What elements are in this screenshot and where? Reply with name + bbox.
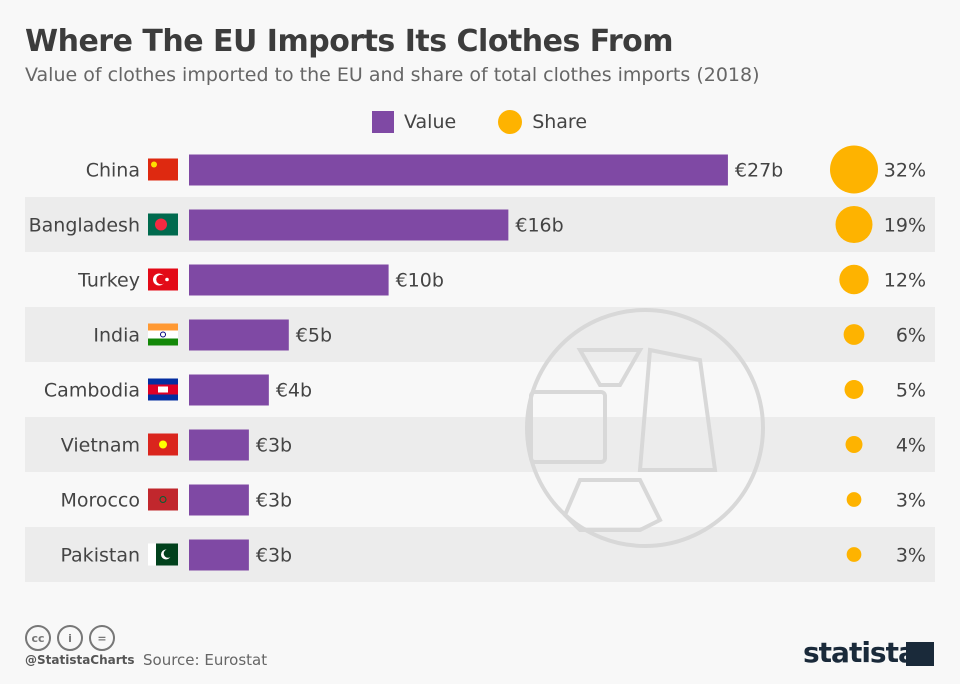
- legend-share-label: Share: [532, 111, 588, 133]
- share-label: 6%: [896, 325, 926, 347]
- value-label: €5b: [296, 325, 332, 347]
- share-bubble: [846, 547, 862, 562]
- category-label: Bangladesh: [29, 215, 140, 237]
- turkey-flag-icon: [148, 268, 178, 291]
- value-bar: [189, 319, 289, 351]
- share-label: 32%: [884, 160, 926, 182]
- no-derivatives-icon: =: [89, 625, 115, 651]
- share-bubble: [846, 492, 862, 507]
- value-bar: [189, 374, 269, 406]
- share-bubble: [835, 206, 873, 243]
- vietnam-flag-icon: [148, 433, 178, 456]
- category-label: Turkey: [77, 270, 140, 292]
- value-label: €3b: [256, 545, 292, 567]
- share-bubble: [839, 264, 869, 295]
- bangladesh-flag-icon: [148, 213, 178, 236]
- attribution-icon: i: [57, 625, 83, 651]
- share-label: 3%: [896, 490, 926, 512]
- clothes-watermark-icon: [525, 308, 765, 548]
- pakistan-flag-icon: [148, 543, 178, 566]
- category-label: China: [86, 160, 140, 182]
- value-bar: [189, 264, 389, 296]
- twitter-handle: @StatistaCharts: [25, 653, 135, 667]
- share-label: 19%: [884, 215, 926, 237]
- value-label: €3b: [256, 435, 292, 457]
- morocco-flag-icon: [148, 488, 178, 511]
- value-label: €16b: [515, 215, 563, 237]
- value-bar: [189, 539, 249, 571]
- value-bar: [189, 209, 509, 241]
- value-label: €4b: [276, 380, 312, 402]
- license-icons: cc i =: [25, 625, 115, 651]
- share-label: 3%: [896, 545, 926, 567]
- category-label: Morocco: [60, 490, 140, 512]
- value-bar: [189, 154, 728, 186]
- share-bubble: [845, 436, 863, 453]
- value-bar: [189, 484, 249, 516]
- value-label: €27b: [735, 160, 783, 182]
- category-label: India: [93, 325, 140, 347]
- share-label: 5%: [896, 380, 926, 402]
- category-label: Pakistan: [60, 545, 140, 567]
- value-label: €10b: [396, 270, 444, 292]
- legend-share-swatch: [498, 110, 523, 134]
- share-bubble: [830, 145, 878, 194]
- value-bar: [189, 429, 249, 461]
- category-label: Cambodia: [44, 380, 140, 402]
- statista-logo: statista: [803, 636, 917, 669]
- share-label: 4%: [896, 435, 926, 457]
- share-bubble: [844, 380, 864, 399]
- cc-icon: cc: [25, 625, 51, 651]
- legend-value-label: Value: [404, 111, 457, 133]
- china-flag-icon: [148, 158, 178, 181]
- chart-title: Where The EU Imports Its Clothes From: [25, 24, 674, 59]
- share-label: 12%: [884, 270, 926, 292]
- category-label: Vietnam: [61, 435, 140, 457]
- legend-value-swatch: [372, 111, 394, 133]
- legend: Value Share: [372, 110, 587, 134]
- cambodia-flag-icon: [148, 378, 178, 401]
- source: Source: Eurostat: [143, 651, 268, 669]
- india-flag-icon: [148, 323, 178, 346]
- share-bubble: [843, 324, 865, 345]
- value-label: €3b: [256, 490, 292, 512]
- chart-subtitle: Value of clothes imported to the EU and …: [25, 64, 760, 86]
- statista-logo-mark: [906, 642, 934, 666]
